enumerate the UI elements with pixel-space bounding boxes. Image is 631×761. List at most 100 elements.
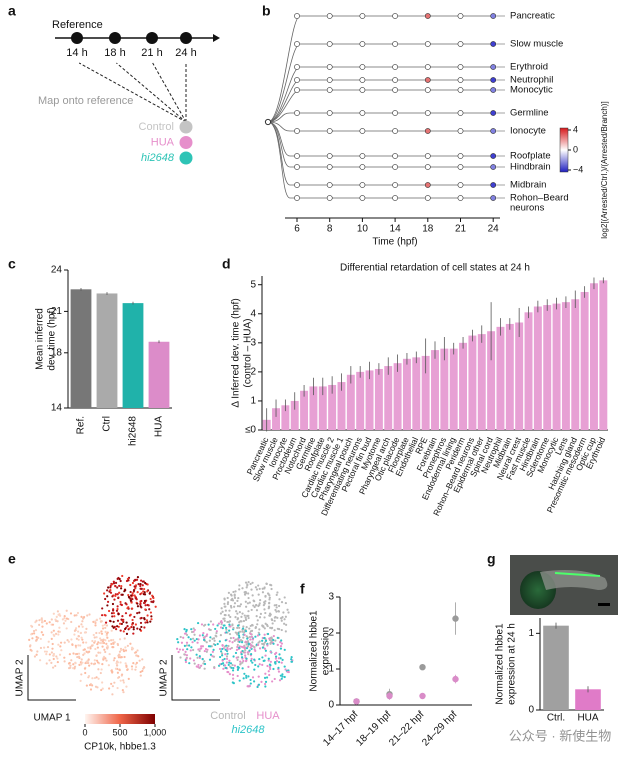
tree-node (424, 128, 431, 134)
umap-cell (111, 583, 114, 586)
umap-cell (256, 619, 259, 622)
umap-cell (267, 606, 271, 609)
umap-cell (57, 633, 60, 636)
umap-cell (72, 652, 75, 655)
umap-cell (104, 630, 107, 633)
umap-cell (154, 605, 157, 608)
umap-cell (45, 622, 48, 625)
umap-cell (114, 594, 117, 598)
umap-cell (268, 666, 271, 669)
umap-cell (246, 640, 249, 643)
umap-cell (281, 658, 284, 661)
umap-cell (261, 656, 264, 659)
umap-cell (109, 620, 112, 623)
umap-cell (134, 623, 137, 626)
umap-cell (223, 602, 226, 605)
umap-cell (278, 604, 281, 608)
umap-cell (136, 627, 139, 630)
umap-cell (251, 676, 255, 679)
umap-cell (100, 630, 103, 633)
umap-cell (102, 655, 106, 658)
umap-cell (241, 661, 244, 664)
tree-node (457, 77, 464, 83)
umap-cell (110, 612, 114, 615)
umap-cell (279, 647, 283, 650)
umap-cell (87, 674, 91, 678)
umap-cell (246, 645, 249, 648)
umap-cell (225, 657, 229, 660)
umap-cell (229, 625, 232, 628)
umap-cell (139, 593, 142, 596)
umap-cell (275, 651, 278, 655)
tree-node (294, 128, 300, 134)
bar (571, 299, 580, 430)
umap-cell (148, 608, 151, 611)
timeline-arrow (213, 34, 220, 42)
umap-cell (132, 632, 135, 635)
umap-cell (132, 590, 135, 593)
umap-cell (143, 666, 146, 669)
umap-cell (286, 608, 289, 611)
umap-cell (80, 615, 83, 618)
umap-cell (232, 655, 235, 658)
umap-cell (122, 630, 125, 633)
umap-cell (250, 653, 253, 656)
umap-cell (264, 649, 267, 652)
umap-cell (234, 616, 237, 619)
umap-cell (192, 648, 195, 652)
umap-cell (222, 667, 225, 670)
umap-cell (85, 641, 88, 644)
umap-cell (209, 620, 212, 623)
umap-cell (198, 634, 201, 637)
umap-cell (31, 637, 34, 640)
bar (543, 305, 552, 430)
umap-cell (249, 624, 252, 628)
y-tick-label: 0 (328, 700, 334, 711)
umap-cell (247, 596, 250, 600)
umap-cell (139, 603, 142, 606)
umap-cell (76, 611, 80, 615)
tree-node (457, 128, 464, 134)
umap-cell (234, 590, 237, 593)
umap-cell (282, 611, 285, 614)
umap-cell (52, 666, 55, 669)
tree-branch (267, 89, 494, 123)
colorbar-tick-label: 4 (573, 124, 578, 134)
umap-cell (112, 659, 116, 662)
umap-cell (50, 631, 53, 634)
umap-cell (249, 646, 252, 649)
tree-node (457, 13, 464, 19)
umap-cell (229, 604, 233, 608)
umap-cell (278, 661, 281, 664)
umap-cell (244, 640, 247, 643)
umap-x-label: UMAP 1 (33, 713, 70, 724)
umap-cell (146, 614, 149, 617)
y-axis-label: Mean inferred (35, 308, 46, 370)
umap-cell (231, 681, 234, 684)
umap-cell (80, 636, 83, 639)
umap-cell (143, 593, 147, 596)
tree-node (490, 13, 497, 19)
umap-cell (134, 663, 137, 666)
umap-cell (116, 607, 119, 611)
umap-cell (197, 666, 200, 669)
umap-cell (237, 666, 240, 669)
umap-cell (221, 654, 224, 657)
y-axis-label: dev. time (hpf) (47, 307, 58, 370)
umap-cell (230, 666, 233, 669)
umap-cell (74, 627, 78, 630)
umap-cell (227, 614, 230, 617)
umap-cell (269, 642, 272, 645)
umap-cell (185, 633, 189, 637)
umap-cell (276, 627, 279, 630)
time-label: 21 h (141, 47, 162, 59)
umap-cell (95, 676, 98, 679)
umap-cell (211, 637, 214, 640)
umap-cell (229, 637, 233, 640)
umap-cell (253, 646, 256, 649)
umap-cell (189, 638, 192, 641)
umap-cell (209, 636, 212, 639)
umap-cell (235, 610, 238, 613)
umap-cell (117, 654, 120, 657)
